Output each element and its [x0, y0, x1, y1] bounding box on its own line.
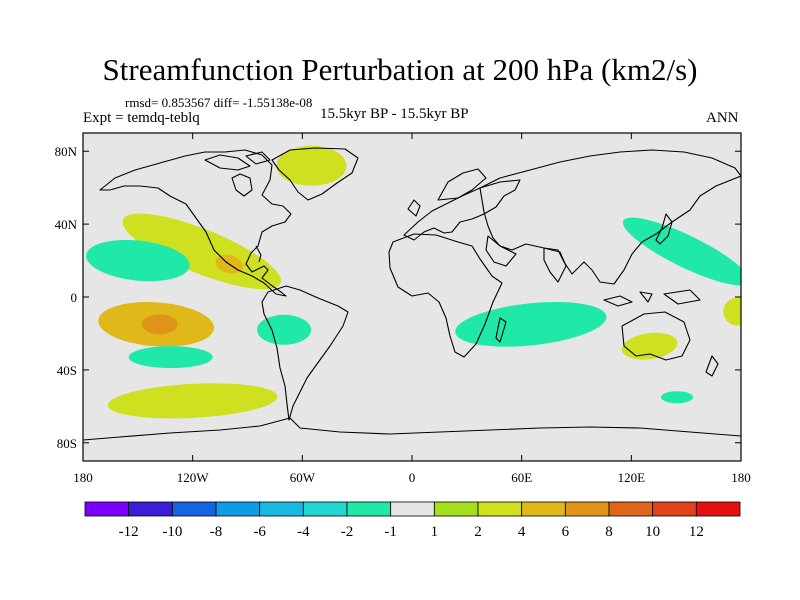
coast-scandinavia [437, 168, 487, 201]
x-tick-label: 180 [73, 470, 93, 485]
coast-madagascar [495, 317, 507, 343]
x-tick-label: 120W [177, 470, 210, 485]
y-tick-label: 80N [55, 144, 78, 159]
anomaly-southern-ocean-positive [107, 383, 278, 419]
anomaly-indian-ocean-negative [455, 301, 607, 347]
experiment-label: Expt = temdq-teblq [83, 110, 200, 126]
coast-greenland [271, 147, 359, 201]
colorbar-swatch [608, 501, 654, 517]
colorbar-label: 2 [474, 524, 482, 540]
coast-arctic-islands [204, 151, 271, 171]
anomaly-tropical-pacific-south-core [141, 314, 178, 335]
coast-europe [403, 179, 521, 241]
colorbar-swatch [128, 501, 173, 517]
colorbar-label: 6 [562, 524, 570, 540]
colorbar-swatch [171, 501, 217, 517]
x-tick-label: 0 [409, 470, 416, 485]
anomaly-east-pacific-edge-positive [723, 297, 741, 326]
anomaly-south-atlantic-negative [257, 314, 312, 345]
colorbar-label: -2 [341, 524, 354, 540]
coast-india [543, 247, 567, 283]
x-tick-label: 60E [511, 470, 532, 485]
coast-south-america [261, 285, 349, 421]
colorbar-swatch [564, 501, 610, 517]
chart-title: Streamfunction Perturbation at 200 hPa (… [102, 52, 698, 87]
anomaly-contours [86, 145, 741, 419]
colorbar-swatch [302, 501, 348, 517]
coast-antarctica [83, 417, 741, 441]
anomaly-australia-positive [621, 332, 678, 360]
colorbar-swatch [695, 501, 741, 517]
period-label: 15.5kyr BP - 15.5kyr BP [320, 106, 469, 122]
colorbar-label: -8 [210, 524, 223, 540]
coast-hudson-bay [231, 173, 253, 197]
anomaly-greenland-positive [276, 145, 347, 186]
colorbar-swatch [433, 501, 479, 517]
coast-asia [479, 149, 741, 285]
colorbar-label: 4 [518, 524, 526, 540]
colorbar-swatch [390, 501, 435, 517]
stats-text: rmsd= 0.853567 diff= -1.55138e-08 [125, 95, 313, 110]
season-label: ANN [706, 110, 739, 126]
coast-australia [621, 311, 691, 361]
colorbar-swatch [346, 501, 392, 517]
y-tick-label: 40N [55, 217, 78, 232]
colorbar-label: -6 [253, 524, 266, 540]
colorbar-label: -1 [384, 524, 397, 540]
colorbar-label: 12 [689, 524, 704, 540]
anomaly-north-pacific-east-positive [122, 213, 282, 290]
y-axis: 80N 40N 0 40S 80S [55, 144, 741, 451]
coast-indonesia [603, 289, 701, 307]
y-tick-label: 0 [71, 290, 78, 305]
colorbar-label: 10 [645, 524, 660, 540]
x-axis: 180 120W 60W 0 60E 120E 180 [73, 133, 751, 485]
anomaly-tropical-pacific-north-negative [86, 239, 190, 282]
colorbar: -12 -10 -8 -6 -4 -2 -1 1 2 4 6 8 10 12 [84, 501, 741, 540]
colorbar-swatch [259, 501, 304, 517]
colorbar-label: -12 [119, 524, 139, 540]
coast-florida [255, 245, 262, 263]
colorbar-label: -4 [297, 524, 310, 540]
coast-africa [388, 233, 503, 358]
coast-new-zealand [705, 355, 719, 377]
y-tick-label: 40S [57, 363, 77, 378]
colorbar-swatch [215, 501, 261, 517]
x-tick-label: 180 [731, 470, 751, 485]
x-tick-label: 60W [290, 470, 316, 485]
coast-north-america [99, 149, 292, 297]
anomaly-south-pacific-negative [128, 346, 213, 369]
x-tick-label: 120E [618, 470, 646, 485]
anomaly-tasman-negative [661, 391, 694, 404]
y-tick-label: 80S [57, 436, 77, 451]
coastlines [83, 147, 741, 441]
colorbar-label: 1 [431, 524, 439, 540]
colorbar-swatch [652, 501, 697, 517]
colorbar-swatch [521, 501, 566, 517]
colorbar-swatch [84, 501, 130, 517]
colorbar-label: -10 [162, 524, 182, 540]
coast-british-isles [407, 199, 421, 217]
coast-arabia [485, 235, 517, 267]
colorbar-label: 8 [605, 524, 613, 540]
colorbar-swatch [477, 501, 523, 517]
coast-japan [655, 213, 673, 245]
